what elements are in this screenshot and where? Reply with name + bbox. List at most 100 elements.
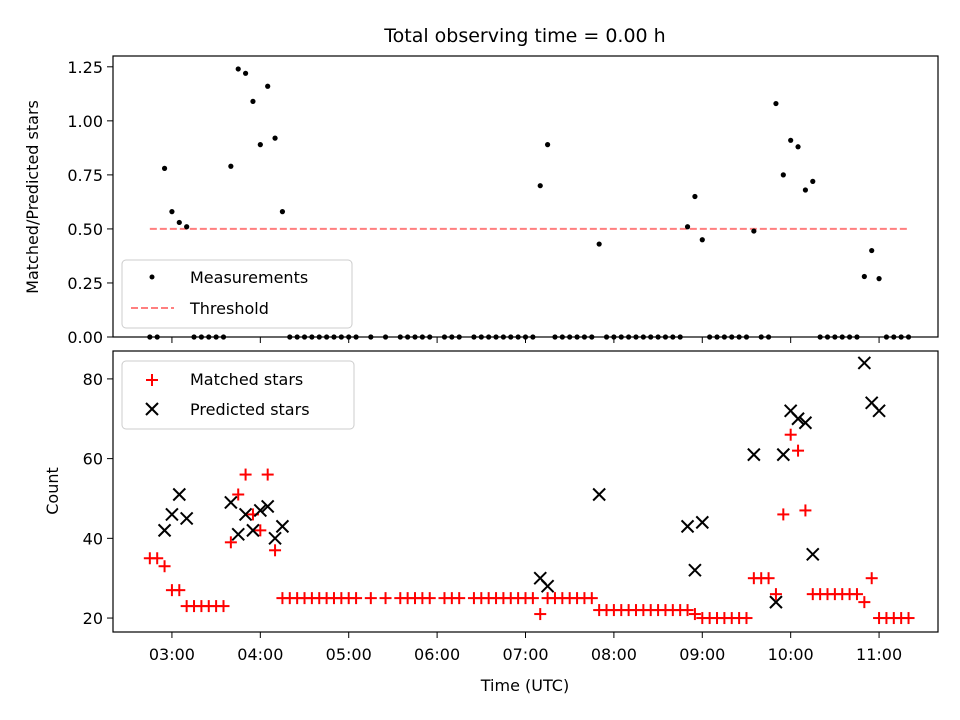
bottom-y-tick-label: 40 (83, 529, 103, 548)
matched-star-point (379, 592, 392, 605)
predicted-star-point (224, 495, 238, 510)
top-y-axis-label: Matched/Predicted stars (23, 100, 42, 294)
measurement-point (250, 98, 256, 104)
measurement-point (802, 187, 809, 193)
measurement-point (699, 237, 705, 243)
predicted-star-point (246, 523, 260, 538)
matched-star-point (681, 604, 694, 617)
predicted-star-point (165, 507, 179, 522)
bottom-legend: Matched stars Predicted stars (121, 360, 355, 430)
matched-star-point (254, 524, 267, 537)
measurement-point (257, 142, 263, 148)
measurement-point (184, 224, 190, 230)
matched-star-point (799, 504, 812, 517)
measurement-point (169, 209, 175, 215)
measurement-point (869, 247, 875, 254)
bottom-y-tick-label: 20 (83, 609, 103, 628)
matched-star-point (850, 588, 863, 601)
matched-star-point (158, 560, 171, 573)
measurement-point (788, 137, 794, 143)
matched-star-point (232, 488, 245, 501)
measurement-point (265, 83, 271, 89)
measurement-point (228, 163, 234, 169)
predicted-star-point (172, 487, 187, 502)
matched-star-point (740, 612, 753, 625)
predicted-star-point (260, 499, 275, 514)
matched-star-point (762, 572, 775, 585)
matched-star-point (453, 592, 466, 605)
measurement-point (537, 183, 543, 189)
top-y-tick-label: 1.00 (67, 112, 103, 131)
top-y-tick-label: 0.00 (67, 328, 103, 347)
measurement-point (751, 228, 757, 234)
predicted-star-point (872, 404, 886, 418)
x-tick-label: 09:00 (679, 645, 725, 664)
predicted-star-point (776, 447, 791, 462)
x-tick-label: 03:00 (149, 645, 195, 664)
matched-star-point (777, 508, 790, 521)
matched-star-point (902, 612, 915, 625)
x-axis-label: Time (UTC) (480, 676, 569, 695)
legend-matched-label: Matched stars (190, 370, 303, 389)
predicted-star-point (268, 531, 282, 546)
top-y-tick-label: 0.25 (67, 274, 103, 293)
measurement-point (279, 209, 286, 215)
bottom-legend-box (121, 360, 355, 430)
top-y-tick-label: 0.75 (67, 166, 103, 185)
bottom-panel: 03:00 04:00 05:00 06:00 07:00 08:00 09:00 10:00… (43, 350, 939, 695)
matched-star-point (534, 608, 547, 621)
legend-predicted-marker (145, 402, 159, 416)
measurement-point (242, 70, 249, 76)
bottom-ticks: 03:00 04:00 05:00 06:00 07:00 08:00 09:00 10:00… (83, 370, 902, 664)
predicted-star-point (769, 595, 783, 609)
predicted-star-point (231, 527, 245, 542)
x-tick-label: 05:00 (326, 645, 372, 664)
x-tick-label: 07:00 (502, 645, 548, 664)
predicted-star-point (688, 563, 702, 577)
matched-star-point (585, 592, 598, 605)
top-panel: 0.00 0.25 0.50 0.75 1.00 1.25 Matched/Predict… (23, 55, 939, 347)
legend-predicted-label: Predicted stars (190, 400, 310, 419)
legend-matched-marker (146, 374, 158, 386)
matched-star-point (350, 592, 363, 605)
measurement-point (692, 193, 698, 200)
matched-star-point (865, 572, 878, 585)
bottom-y-axis-label: Count (43, 467, 62, 515)
matched-star-point (269, 544, 282, 557)
bottom-y-tick-label: 80 (83, 370, 103, 389)
top-legend: Measurements Threshold (121, 259, 353, 329)
legend-measurements-label: Measurements (190, 268, 308, 287)
predicted-star-point (680, 519, 695, 534)
measurement-point (773, 100, 779, 107)
matched-stars-series (143, 428, 915, 625)
measurement-point (544, 142, 551, 148)
x-tick-label: 06:00 (414, 645, 460, 664)
matched-star-point (769, 588, 782, 601)
predicted-star-point (179, 511, 194, 526)
chart-title: Total observing time = 0.00 h (383, 25, 665, 47)
predicted-star-point (857, 356, 872, 370)
measurement-point (684, 224, 691, 230)
predicted-star-point (275, 519, 290, 534)
predicted-star-point (540, 579, 555, 593)
measurement-point (876, 276, 882, 282)
top-plot-frame (112, 55, 939, 338)
legend-threshold-label: Threshold (189, 299, 269, 318)
matched-star-point (526, 592, 539, 605)
measurement-point (161, 165, 168, 171)
x-tick-label: 11:00 (856, 645, 902, 664)
matched-star-point (151, 552, 164, 565)
predicted-star-point (791, 412, 805, 426)
top-y-tick-label: 1.25 (67, 58, 103, 77)
bottom-plot-frame (112, 350, 939, 633)
predicted-star-point (592, 487, 606, 502)
bottom-y-tick-label: 60 (83, 450, 103, 469)
matched-star-point (364, 592, 377, 605)
predicted-star-point (806, 547, 820, 561)
top-legend-box (121, 259, 353, 329)
matched-star-point (792, 444, 805, 457)
matched-star-point (688, 608, 701, 621)
measurement-point (810, 178, 816, 184)
x-tick-label: 08:00 (591, 645, 637, 664)
